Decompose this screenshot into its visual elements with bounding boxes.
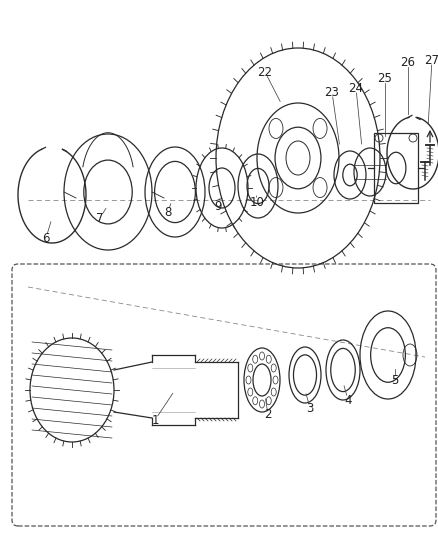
Text: 24: 24: [349, 82, 364, 94]
Text: 8: 8: [164, 206, 172, 219]
Text: 26: 26: [400, 55, 416, 69]
Text: 3: 3: [306, 401, 314, 415]
Text: 6: 6: [42, 231, 50, 245]
Text: 7: 7: [96, 212, 104, 224]
Text: 5: 5: [391, 374, 399, 386]
Text: 25: 25: [378, 71, 392, 85]
Text: 2: 2: [264, 408, 272, 422]
Text: 22: 22: [258, 66, 272, 78]
Text: 9: 9: [214, 199, 222, 213]
Text: 27: 27: [424, 53, 438, 67]
Text: 4: 4: [344, 393, 352, 407]
Text: 10: 10: [250, 196, 265, 208]
Text: 23: 23: [325, 85, 339, 99]
Text: 1: 1: [151, 414, 159, 426]
